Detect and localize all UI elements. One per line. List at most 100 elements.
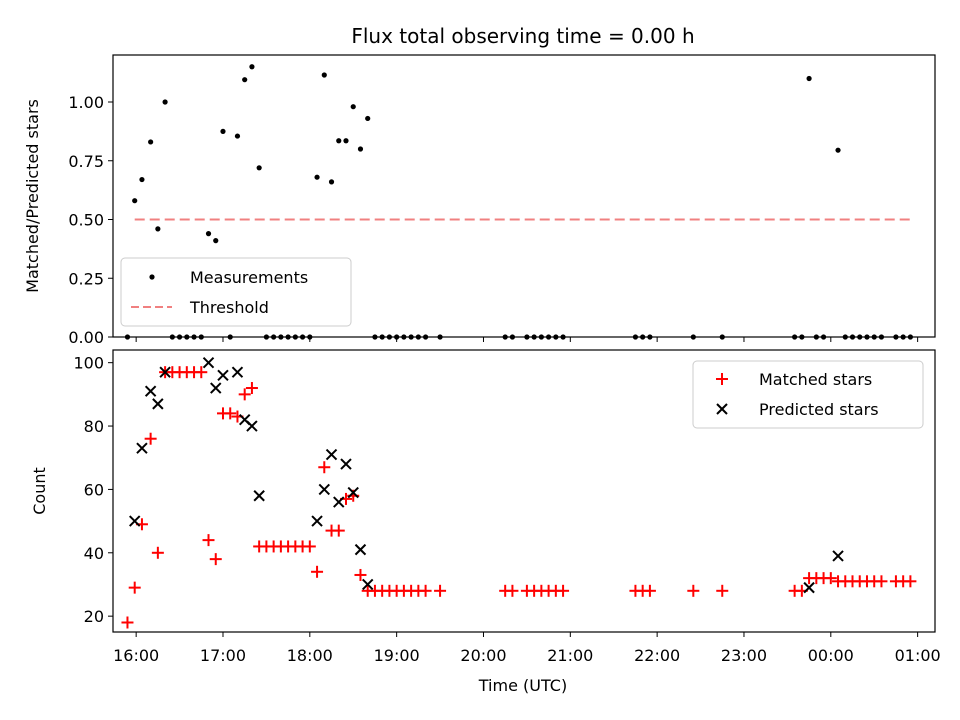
matched-star-point <box>202 534 215 547</box>
predicted-star-point <box>159 366 171 378</box>
predicted-star-point <box>311 515 323 527</box>
measurement-point <box>234 133 241 139</box>
ratio-y-tick-label: 0.00 <box>68 328 104 347</box>
predicted-star-point <box>129 515 141 527</box>
legend-measurements-label: Measurements <box>190 268 308 287</box>
measurement-point <box>357 146 364 152</box>
legend-predicted-label: Predicted stars <box>759 400 879 419</box>
x-tick-label: 01:00 <box>895 646 941 665</box>
ratio-panel: 0.00 0.25 0.50 0.75 1.00 Matched/Predicted s… <box>23 54 936 347</box>
legend-threshold-label: Threshold <box>189 298 269 317</box>
count-legend: Matched stars Predicted stars <box>692 360 924 429</box>
matched-star-point <box>195 366 208 379</box>
matched-star-point <box>716 584 729 597</box>
measurement-point <box>132 198 138 204</box>
measurement-point <box>220 128 226 134</box>
count-y-tick-label: 20 <box>84 607 104 626</box>
x-tick-label: 21:00 <box>547 646 593 665</box>
measurement-point <box>242 77 248 83</box>
measurement-point <box>155 226 161 232</box>
measurement-point <box>321 72 327 78</box>
predicted-star-point <box>361 578 374 591</box>
matched-star-point <box>875 575 888 588</box>
legend-matched-label: Matched stars <box>759 370 872 389</box>
predicted-star-point <box>210 382 222 394</box>
count-panel-frame <box>112 349 936 633</box>
measurement-point <box>162 99 168 105</box>
matched-star-point <box>224 407 237 420</box>
predicted-star-point <box>144 385 157 397</box>
legend-predicted-marker <box>716 403 728 415</box>
ratio-legend: Measurements Threshold <box>120 257 352 327</box>
ratio-y-axis-label: Matched/Predicted stars <box>23 99 42 293</box>
x-tick-label: 23:00 <box>721 646 767 665</box>
predicted-star-point <box>246 420 258 432</box>
x-tick-label: 22:00 <box>634 646 680 665</box>
matched-star-point <box>687 584 700 597</box>
measurement-point <box>328 179 335 185</box>
matched-star-point <box>245 382 258 395</box>
ratio-y-tick-label: 0.50 <box>68 211 104 230</box>
predicted-stars-points <box>129 356 844 594</box>
matched-star-point <box>151 546 164 559</box>
x-tick-label: 19:00 <box>374 646 420 665</box>
ratio-y-tick-label: 0.25 <box>68 269 104 288</box>
matched-star-point <box>303 540 316 553</box>
matched-star-point <box>332 524 345 537</box>
measurement-point <box>314 174 320 180</box>
predicted-star-point <box>202 356 215 369</box>
measurement-point <box>139 176 145 183</box>
measurement-point <box>148 139 154 145</box>
measurement-point <box>205 231 212 237</box>
count-y-axis-label: Count <box>30 467 49 515</box>
x-tick-label: 00:00 <box>808 646 854 665</box>
x-axis-label: Time (UTC) <box>478 676 567 695</box>
predicted-star-point <box>325 448 338 461</box>
measurement-point <box>806 75 812 82</box>
matched-star-point <box>643 584 656 597</box>
predicted-star-point <box>253 490 265 502</box>
legend-matched-marker <box>716 373 728 385</box>
measurement-point <box>350 104 356 110</box>
count-legend-box <box>692 360 924 429</box>
x-tick-label: 20:00 <box>460 646 506 665</box>
chart-title: Flux total observing time = 0.00 h <box>351 24 694 48</box>
matched-star-point <box>128 581 141 594</box>
measurement-point <box>835 147 841 153</box>
matched-star-point <box>506 584 519 597</box>
matched-star-point <box>144 432 157 445</box>
count-y-tick-label: 40 <box>84 544 104 563</box>
ratio-panel-ticks: 0.00 0.25 0.50 0.75 1.00 <box>68 93 919 347</box>
measurement-point <box>213 238 219 244</box>
predicted-star-point <box>333 496 345 508</box>
predicted-star-point <box>340 458 352 470</box>
count-panel-ticks: 20 40 60 80 100 16:00 17:00 18:00 19:00 20:00 21:0… <box>73 354 940 665</box>
measurement-point <box>256 165 262 171</box>
ratio-legend-box <box>120 257 352 327</box>
count-y-tick-label: 80 <box>84 417 104 436</box>
predicted-star-point <box>832 550 844 562</box>
measurement-point <box>249 64 255 70</box>
count-y-tick-label: 60 <box>84 480 104 499</box>
matched-star-point <box>824 572 837 585</box>
matched-star-point <box>209 553 222 566</box>
predicted-star-point <box>803 581 815 594</box>
ratio-y-tick-label: 0.75 <box>68 152 104 171</box>
ratio-panel-frame <box>112 54 936 338</box>
matched-star-point <box>557 584 570 597</box>
predicted-star-point <box>136 442 148 454</box>
matched-star-point <box>434 584 447 597</box>
count-y-tick-label: 100 <box>73 354 104 373</box>
predicted-star-point <box>318 483 330 496</box>
ratio-y-tick-label: 1.00 <box>68 93 104 112</box>
x-tick-label: 16:00 <box>113 646 159 665</box>
matched-star-point <box>238 388 251 401</box>
matched-star-point <box>354 568 367 581</box>
predicted-star-point <box>217 369 229 382</box>
predicted-star-point <box>152 398 164 410</box>
x-tick-label: 18:00 <box>287 646 333 665</box>
matched-star-point <box>311 565 324 578</box>
legend-measurements-marker <box>149 274 155 280</box>
matched-star-point <box>419 584 432 597</box>
x-tick-label: 17:00 <box>200 646 246 665</box>
